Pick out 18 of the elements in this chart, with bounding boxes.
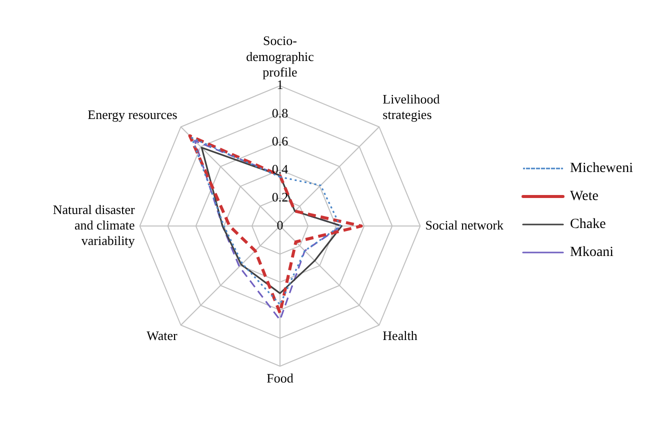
spoke-label: Energy resources [88,106,178,122]
spoke-label: Social network [425,217,504,232]
spoke-label: Water [146,328,178,343]
y-tick-label: 0.6 [272,133,289,148]
y-tick-label: 1 [276,77,284,92]
legend-label: Mkoani [570,245,614,260]
legend-label: Chake [570,217,606,232]
legend-label: Micheweni [570,161,634,176]
spoke-label: Natural disaster and climate variability [52,202,136,248]
spoke-label: Livelihood strategies [382,91,440,122]
spoke-label: Food [266,370,294,386]
spoke-label: Health [382,328,418,343]
y-tick-label: 0.2 [272,189,288,204]
spoke-label: Socio-demographic profile [246,33,314,80]
y-tick-label: 0.4 [272,161,289,176]
y-tick-label: 0.8 [272,105,288,120]
legend-label: Wete [570,189,598,204]
y-tick-label: 0 [276,217,284,232]
